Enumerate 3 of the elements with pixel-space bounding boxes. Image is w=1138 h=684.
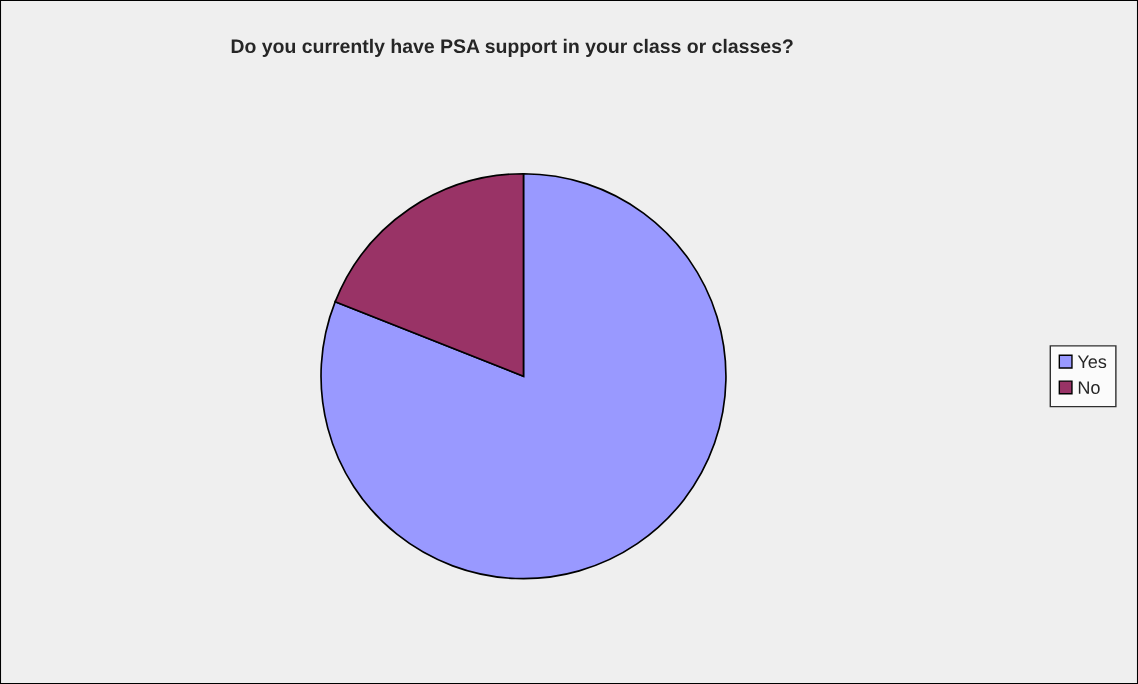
legend-label: Yes (1077, 355, 1107, 369)
chart-title: Do you currently have PSA support in your class or classes? (231, 38, 793, 57)
legend-label: No (1078, 381, 1100, 394)
